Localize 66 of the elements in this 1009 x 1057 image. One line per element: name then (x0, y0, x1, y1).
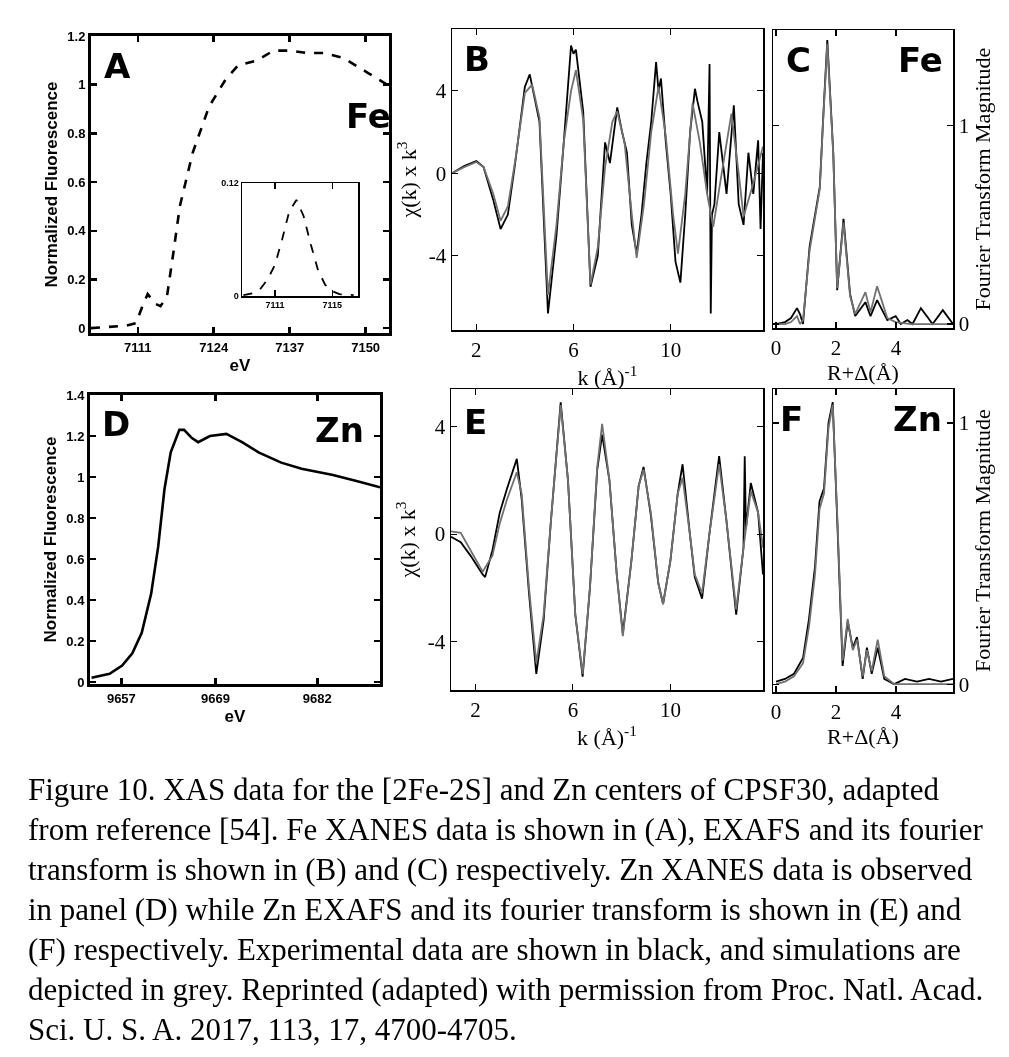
y-tick-label: 1 (958, 113, 970, 138)
y-tick-label: -4 (427, 629, 446, 654)
x-tick-label: 9669 (200, 690, 230, 706)
y-axis-title: Normalized Fluorescence (40, 436, 60, 643)
y-tick-label: 0 (78, 320, 86, 336)
annotation: F (780, 399, 804, 439)
y-tick-label: 0.12 (221, 178, 239, 189)
y-axis-title: Fourier Transform Magnitude (969, 409, 995, 672)
y-tick-label: 0 (77, 674, 85, 690)
y-tick-label: 1.4 (66, 387, 86, 403)
annotation: B (464, 39, 490, 79)
y-tick-label: 0 (435, 161, 447, 186)
x-axis-title: eV (224, 707, 247, 726)
x-tick-label: 0 (770, 335, 782, 360)
y-tick-label: 0.2 (67, 271, 86, 287)
x-tick-label: 2 (830, 699, 842, 724)
annotation: D (102, 404, 131, 444)
x-tick-label: 4 (890, 699, 902, 724)
y-tick-label: 0.4 (66, 592, 86, 608)
x-tick-label: 0 (770, 699, 782, 724)
y-tick-label: 0.6 (66, 551, 85, 567)
x-tick-label: 6 (568, 337, 579, 362)
x-axis-title: R+Δ(Å) (827, 724, 899, 750)
y-tick-label: 0.6 (67, 174, 86, 190)
x-axis-title: eV (229, 356, 252, 375)
annotation: A (104, 46, 131, 86)
y-tick-label: 1.2 (66, 428, 85, 444)
x-tick-label: 2 (471, 337, 482, 362)
x-tick-label: 2 (470, 697, 481, 722)
x-tick-label: 9657 (106, 690, 136, 706)
y-axis-title: Fourier Transform Magnitude (969, 47, 995, 311)
y-tick-label: 1 (78, 77, 86, 93)
annotation: E (464, 402, 488, 442)
annotation: Fe (346, 96, 391, 136)
x-tick-label: 4 (890, 335, 902, 360)
annotation: Zn (315, 410, 364, 450)
y-tick-label: 1.2 (67, 28, 86, 44)
x-tick-label: 10 (660, 337, 682, 362)
x-axis-title: k (Å)$^{-1}$ (577, 361, 638, 390)
x-axis-title: k (Å)$^{-1}$ (577, 721, 637, 750)
y-tick-label: 1 (958, 411, 970, 436)
x-tick-label: 7124 (199, 339, 229, 355)
x-tick-label: 7111 (124, 339, 152, 355)
y-tick-label: 0 (434, 522, 446, 547)
annotation: Fe (898, 40, 943, 80)
x-tick-label: 7111 (265, 300, 285, 311)
x-axis-title: R+Δ(Å) (827, 360, 899, 386)
y-tick-label: 0.4 (67, 223, 87, 239)
x-tick-label: 9682 (302, 690, 332, 706)
caption: Figure 10. XAS data for the [2Fe-2S] and Zn centers of CPSF30, adapted from reference [54]. Fe XANES data is shown in (A), EXAFS and its fourier transform is shown in (B) and (C) respectively. Zn XANES data is observed in panel (D) while Zn EXAFS and its fourier transform is shown in (E) and (F) respectively. Experimental data are shown in black, and simulations are depicted in grey. Reprinted (adapted) with permission from Proc. Natl. Acad. Sci. U. S. A. 2017, 113, 17, 4700-4705. (28, 771, 985, 1049)
y-tick-label: 0.2 (66, 633, 85, 649)
y-tick-label: -4 (428, 244, 447, 269)
x-tick-label: 7150 (351, 339, 381, 355)
y-axis-title: Normalized Fluorescence (41, 81, 61, 288)
y-tick-label: 4 (435, 79, 447, 104)
x-tick-label: 7137 (275, 339, 305, 355)
y-tick-label: 1 (77, 469, 85, 485)
y-tick-label: 0.8 (66, 510, 85, 526)
x-tick-label: 6 (567, 697, 579, 722)
x-tick-label: 2 (830, 335, 842, 360)
y-tick-label: 4 (434, 414, 446, 439)
x-tick-label: 7115 (322, 300, 342, 311)
annotation: C (786, 40, 811, 80)
x-tick-label: 10 (659, 697, 681, 722)
y-tick-label: 0.8 (67, 125, 86, 141)
annotation: Zn (893, 399, 942, 439)
